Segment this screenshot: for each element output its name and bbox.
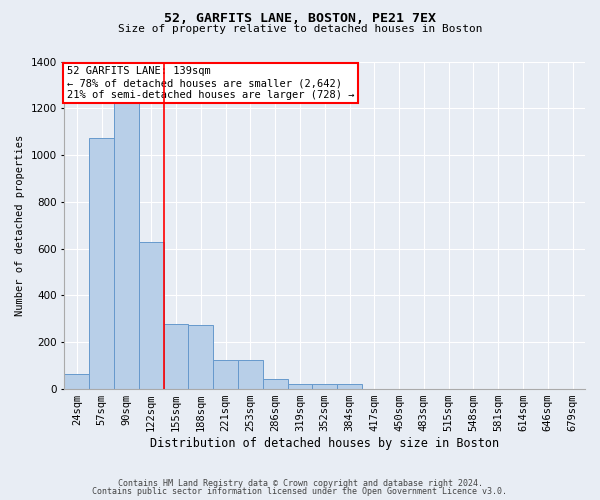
Bar (188, 324, 213, 389)
Bar (164, 324, 188, 389)
Bar (337, 384, 362, 389)
Bar (238, 360, 263, 389)
Text: 52, GARFITS LANE, BOSTON, PE21 7EX: 52, GARFITS LANE, BOSTON, PE21 7EX (164, 12, 436, 26)
Text: 52 GARFITS LANE: 139sqm
← 78% of detached houses are smaller (2,642)
21% of semi: 52 GARFITS LANE: 139sqm ← 78% of detache… (67, 66, 355, 100)
Bar (64, 374, 89, 389)
Bar (213, 360, 238, 389)
Y-axis label: Number of detached properties: Number of detached properties (15, 134, 25, 316)
X-axis label: Distribution of detached houses by size in Boston: Distribution of detached houses by size … (150, 437, 499, 450)
Bar (139, 242, 164, 389)
Bar (287, 384, 313, 389)
Bar (263, 380, 287, 389)
Text: Contains public sector information licensed under the Open Government Licence v3: Contains public sector information licen… (92, 487, 508, 496)
Text: Contains HM Land Registry data © Crown copyright and database right 2024.: Contains HM Land Registry data © Crown c… (118, 478, 482, 488)
Text: Size of property relative to detached houses in Boston: Size of property relative to detached ho… (118, 24, 482, 34)
Bar (313, 384, 337, 389)
Bar (89, 138, 114, 389)
Bar (114, 99, 139, 389)
